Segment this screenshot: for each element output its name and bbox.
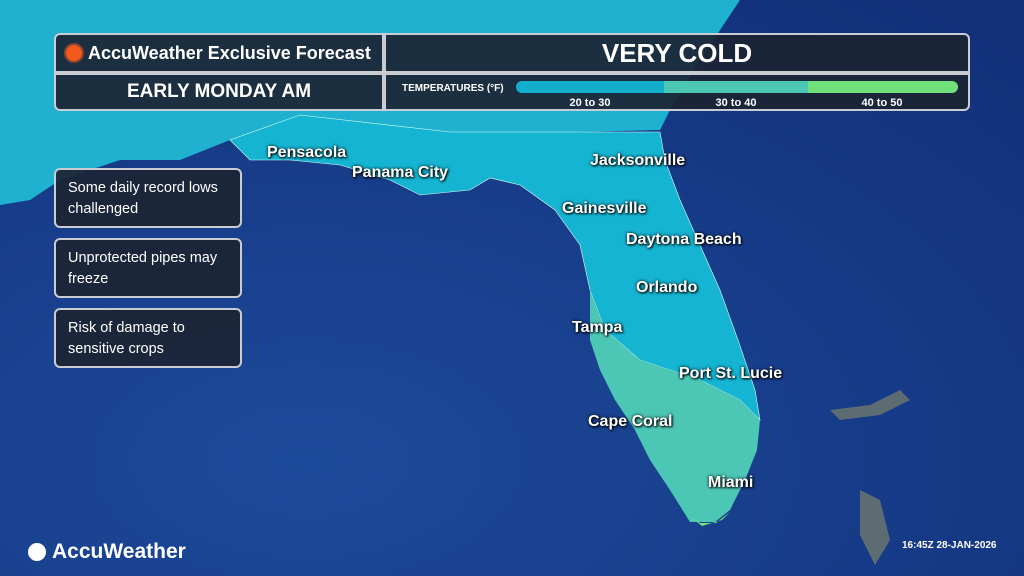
temperature-legend: TEMPERATURES (°F) 20 to 30 30 to 40 40 t… <box>384 73 970 111</box>
legend-swatch-30-40 <box>664 81 808 93</box>
city-label: Gainesville <box>562 200 647 217</box>
city-label: Cape Coral <box>588 413 673 430</box>
headline: VERY COLD <box>384 33 970 73</box>
brand-header: AccuWeather Exclusive Forecast <box>54 33 384 73</box>
logo-text: AccuWeather <box>52 540 186 563</box>
city-label: Jacksonville <box>590 152 686 169</box>
bahamas <box>830 390 910 565</box>
note-record-lows: Some daily record lows challenged <box>54 168 242 228</box>
city-label: Panama City <box>352 164 449 181</box>
accuweather-logo: AccuWeather <box>28 540 186 564</box>
sun-logo-icon <box>66 45 82 61</box>
legend-label: 20 to 30 <box>569 97 611 109</box>
forecast-period: EARLY MONDAY AM <box>54 73 384 111</box>
legend-label: 40 to 50 <box>861 97 903 109</box>
sun-logo-icon <box>28 543 46 561</box>
legend-title: TEMPERATURES (°F) <box>402 83 504 94</box>
city-label: Orlando <box>636 279 698 296</box>
florida-30-40 <box>590 290 760 522</box>
city-label: Miami <box>708 474 754 491</box>
note-crops: Risk of damage to sensitive crops <box>54 308 242 368</box>
timestamp: 16:45Z 28-JAN-2026 <box>902 540 997 551</box>
legend-label: 30 to 40 <box>715 97 757 109</box>
legend-bar <box>516 81 958 93</box>
note-pipes: Unprotected pipes may freeze <box>54 238 242 298</box>
city-label: Pensacola <box>267 144 347 161</box>
brand-subtitle: Exclusive Forecast <box>207 42 371 63</box>
city-label: Tampa <box>572 319 623 336</box>
city-label: Port St. Lucie <box>679 365 783 382</box>
legend-swatch-20-30 <box>516 81 664 93</box>
legend-swatch-40-50 <box>808 81 958 93</box>
brand-name: AccuWeather <box>88 42 203 63</box>
florida-40-50 <box>688 512 730 526</box>
city-label: Daytona Beach <box>626 231 742 248</box>
